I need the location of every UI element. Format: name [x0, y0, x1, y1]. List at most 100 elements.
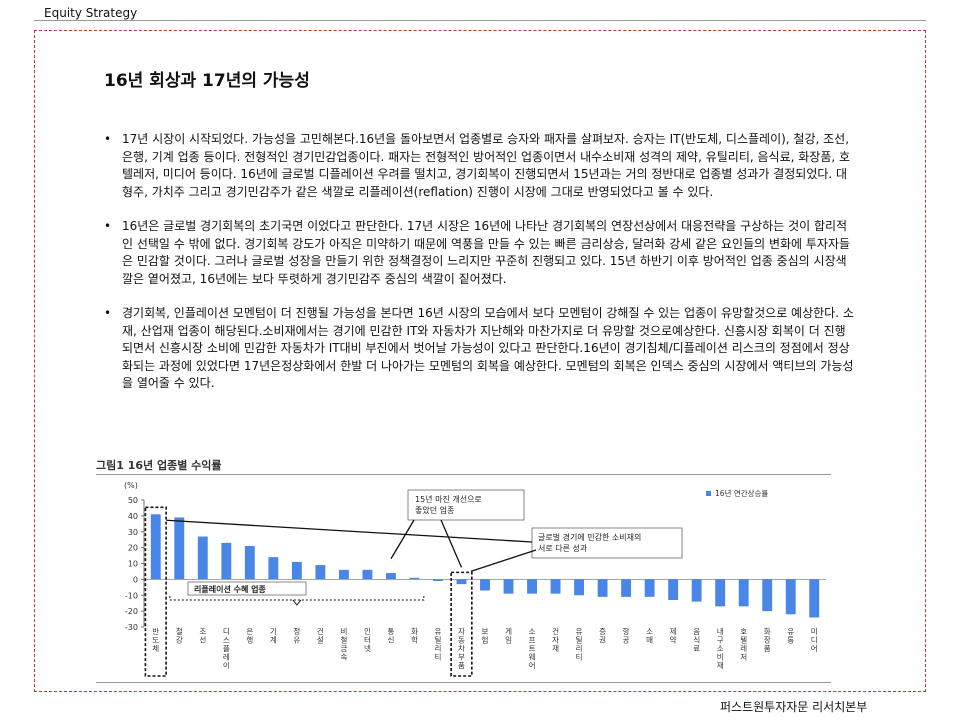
- bar: [197, 536, 208, 580]
- page-title: 16년 회상과 17년의 가능성: [104, 71, 310, 91]
- bar: [738, 579, 749, 607]
- sector-returns-chart: 50 40 30 20 10 0 -10 -20 -30 (%) 반 도 체 철 강 조 선 디 스 플 레 이 은 행 기 계 정…: [124, 481, 826, 677]
- reflation-bracket-tip: [292, 599, 302, 606]
- bar: [715, 579, 726, 607]
- highlight-box: [450, 571, 473, 677]
- bar: [574, 579, 585, 596]
- y-tick-label: 20: [128, 544, 138, 553]
- annotation-box: [407, 489, 525, 521]
- y-tick-label: -10: [125, 591, 138, 600]
- y-tick-label: 0: [133, 575, 138, 584]
- y-tick-label: 10: [128, 560, 138, 569]
- footer-source: 퍼스트원투자자문 리서치본부: [720, 700, 868, 714]
- bar: [338, 569, 349, 580]
- annotation-consumer: 글로벌 경기에 민감한 소비재의 서로 다른 성과: [538, 532, 641, 553]
- bar: [433, 579, 443, 581]
- annotation-arrow: [440, 519, 463, 568]
- bar: [221, 542, 232, 580]
- chart-bottom-rule: [96, 682, 831, 683]
- bar: [150, 514, 161, 580]
- bar: [809, 579, 820, 618]
- bar: [244, 546, 255, 580]
- annotation-arrow: [390, 519, 415, 560]
- bar: [785, 579, 796, 615]
- y-unit-label: (%): [124, 481, 138, 490]
- bullet-item: • 경기회복, 인플레이션 모멘텀이 더 진행될 가능성을 본다면 16년 시장…: [104, 305, 854, 393]
- bar: [691, 579, 702, 602]
- annotation-arrow: [470, 549, 537, 572]
- reflation-label: 리플레이션 수혜 업종: [194, 584, 266, 594]
- bullet-list: • 17년 시장이 시작되었다. 가능성을 고민해본다.16년을 돌아보면서 업…: [104, 131, 854, 410]
- y-tick-label: -20: [125, 607, 138, 616]
- bullet-text: 16년은 글로벌 경기회복의 초기국면 이었다고 판단한다. 17년 시장은 1…: [122, 219, 851, 286]
- bar: [456, 579, 467, 585]
- y-tick-label: 50: [128, 496, 138, 505]
- bar: [550, 579, 561, 594]
- bullet-dot-icon: •: [104, 306, 112, 320]
- bullet-text: 17년 시장이 시작되었다. 가능성을 고민해본다.16년을 돌아보면서 업종별…: [122, 132, 851, 199]
- bar: [315, 565, 326, 580]
- bar: [762, 579, 773, 612]
- bar: [291, 561, 302, 580]
- y-tick-label: -30: [125, 623, 138, 632]
- reflation-bracket: [169, 596, 425, 601]
- header-bar: Equity Strategy: [34, 6, 926, 21]
- section-label: Equity Strategy: [44, 6, 138, 20]
- bullet-dot-icon: •: [104, 132, 112, 146]
- bar: [503, 579, 514, 594]
- bar: [362, 569, 373, 580]
- bar: [668, 579, 679, 601]
- bar: [621, 579, 632, 597]
- annotation-box: [531, 527, 683, 559]
- bullet-dot-icon: •: [104, 219, 112, 233]
- legend-swatch: [706, 491, 711, 496]
- bar: [268, 557, 279, 580]
- highlight-box: [144, 506, 167, 677]
- annotation-margin: 15년 마진 개선으로 좋았던 업종: [415, 494, 482, 515]
- annotation-box: [187, 581, 307, 596]
- y-tick-label: 30: [128, 528, 138, 537]
- y-tick-label: 40: [128, 512, 138, 521]
- bullet-item: • 17년 시장이 시작되었다. 가능성을 고민해본다.16년을 돌아보면서 업…: [104, 131, 854, 201]
- chart-caption: 그림1 16년 업종별 수익률: [96, 459, 222, 472]
- bar: [597, 579, 608, 597]
- bar: [527, 579, 537, 594]
- bullet-text: 경기회복, 인플레이션 모멘텀이 더 진행될 가능성을 본다면 16년 시장의 …: [122, 306, 854, 390]
- bullet-item: • 16년은 글로벌 경기회복의 초기국면 이었다고 판단한다. 17년 시장은…: [104, 218, 854, 288]
- bar: [174, 517, 185, 580]
- bar: [644, 579, 655, 597]
- bar: [409, 577, 420, 580]
- bar: [480, 579, 490, 591]
- bar: [385, 573, 396, 580]
- content-frame: [34, 30, 926, 692]
